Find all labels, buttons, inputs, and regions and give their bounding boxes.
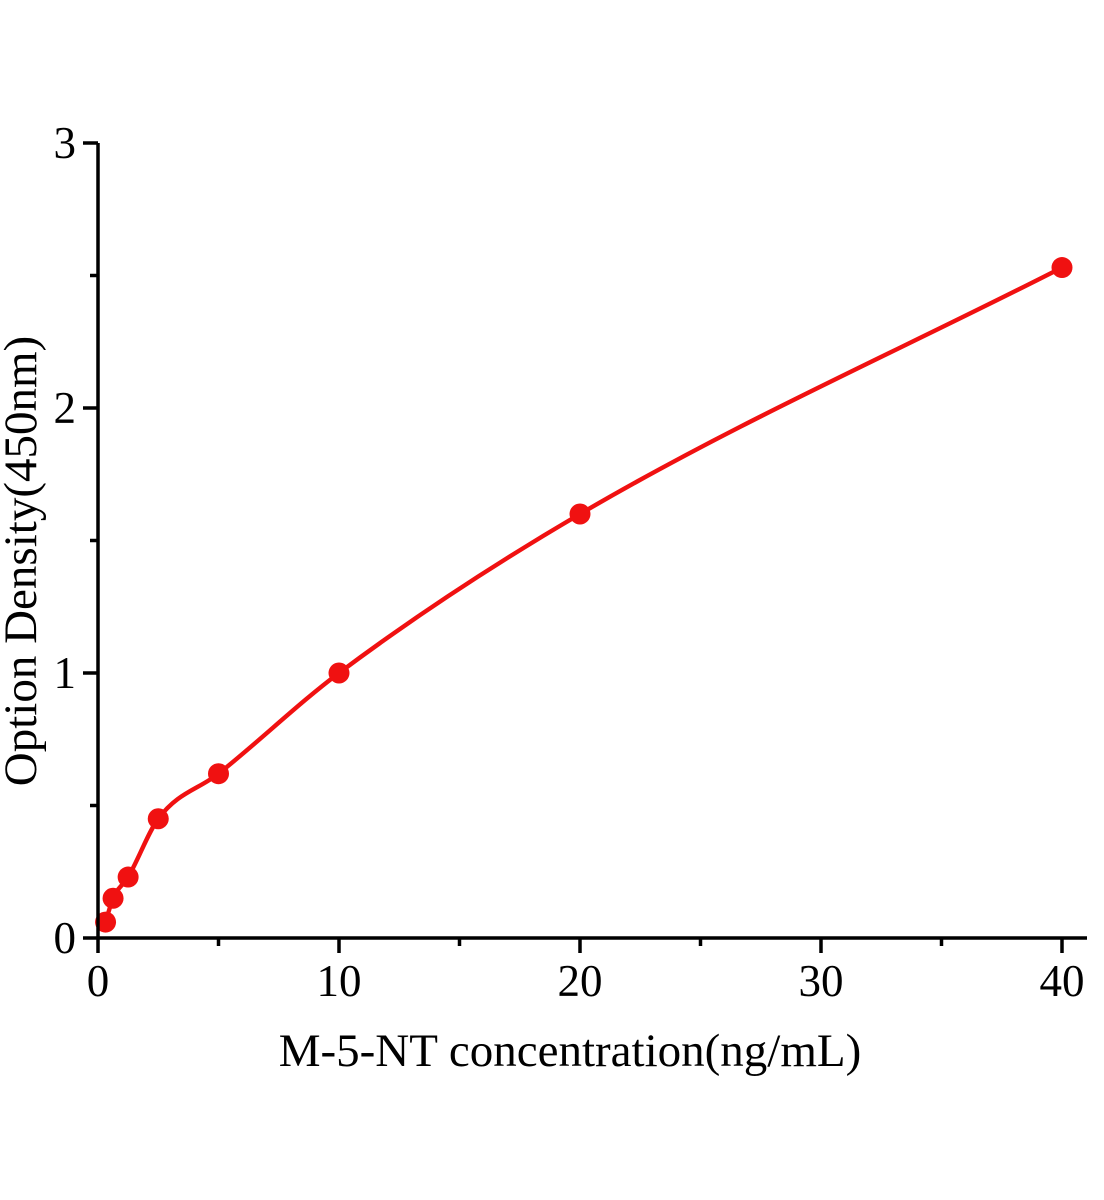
data-point-marker bbox=[102, 887, 124, 909]
y-tick-label: 3 bbox=[54, 118, 77, 168]
data-point-marker bbox=[95, 911, 117, 933]
data-point-marker bbox=[208, 763, 229, 785]
y-tick-label: 0 bbox=[54, 913, 77, 963]
x-tick-label: 0 bbox=[87, 956, 110, 1006]
data-point-marker bbox=[117, 866, 139, 888]
y-tick-label: 1 bbox=[54, 648, 77, 698]
x-tick-label: 10 bbox=[317, 956, 362, 1006]
ticks-group bbox=[83, 141, 1064, 953]
y-axis-title: Option Density(450nm) bbox=[0, 336, 47, 786]
fit-curve bbox=[103, 265, 1065, 925]
x-tick-label: 20 bbox=[558, 956, 603, 1006]
data-point-marker bbox=[1051, 257, 1073, 279]
tick-labels-group: 0 10 20 30 40 0 1 2 3 bbox=[54, 118, 1085, 1006]
data-point-marker bbox=[328, 662, 350, 684]
x-tick-label: 30 bbox=[799, 956, 844, 1006]
data-point-marker bbox=[147, 808, 169, 830]
data-point-marker bbox=[569, 503, 591, 525]
axes-group bbox=[96, 143, 1087, 940]
series-group bbox=[95, 257, 1073, 933]
x-axis-title: M-5-NT concentration(ng/mL) bbox=[279, 1025, 862, 1077]
y-tick-label: 2 bbox=[54, 383, 77, 433]
x-tick-label: 40 bbox=[1040, 956, 1085, 1006]
